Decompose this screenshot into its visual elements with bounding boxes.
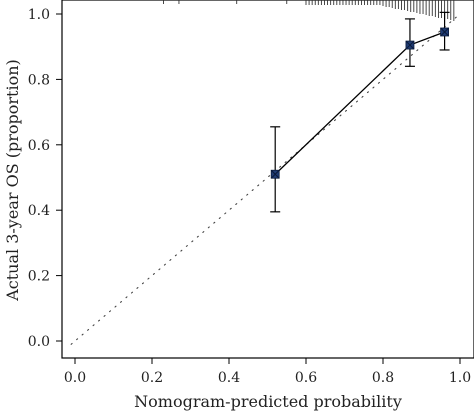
x-tick-label: 0.2	[141, 370, 163, 386]
calibration-series	[270, 11, 450, 213]
rug-ticks	[163, 0, 455, 21]
x-axis: 0.0 0.2 0.4 0.6 0.8 1.0	[64, 358, 471, 386]
y-axis: 0.0 0.2 0.4 0.6 0.8 1.0	[28, 7, 62, 350]
y-tick-label: 1.0	[28, 7, 50, 23]
x-tick-label: 1.0	[449, 370, 471, 386]
y-tick-label: 0.6	[28, 138, 50, 154]
x-tick-label: 0.6	[295, 370, 317, 386]
x-tick-label: 0.0	[64, 370, 86, 386]
data-point-cross	[270, 169, 280, 179]
y-tick-label: 0.8	[28, 72, 50, 88]
reference-line	[70, 13, 461, 345]
x-tick-label: 0.4	[218, 370, 240, 386]
y-tick-label: 0.2	[28, 269, 50, 285]
y-tick-label: 0.4	[28, 203, 50, 219]
y-tick-label: 0.0	[28, 334, 50, 350]
data-point-cross	[440, 27, 449, 37]
x-axis-title: Nomogram-predicted probability	[134, 392, 402, 411]
plot-frame	[61, 0, 474, 359]
x-tick-label: 0.8	[372, 370, 394, 386]
data-point-cross	[405, 40, 415, 50]
ideal-reference-line	[70, 13, 461, 345]
y-axis-title: Actual 3-year OS (proportion)	[3, 59, 22, 302]
calibration-line	[274, 31, 445, 175]
